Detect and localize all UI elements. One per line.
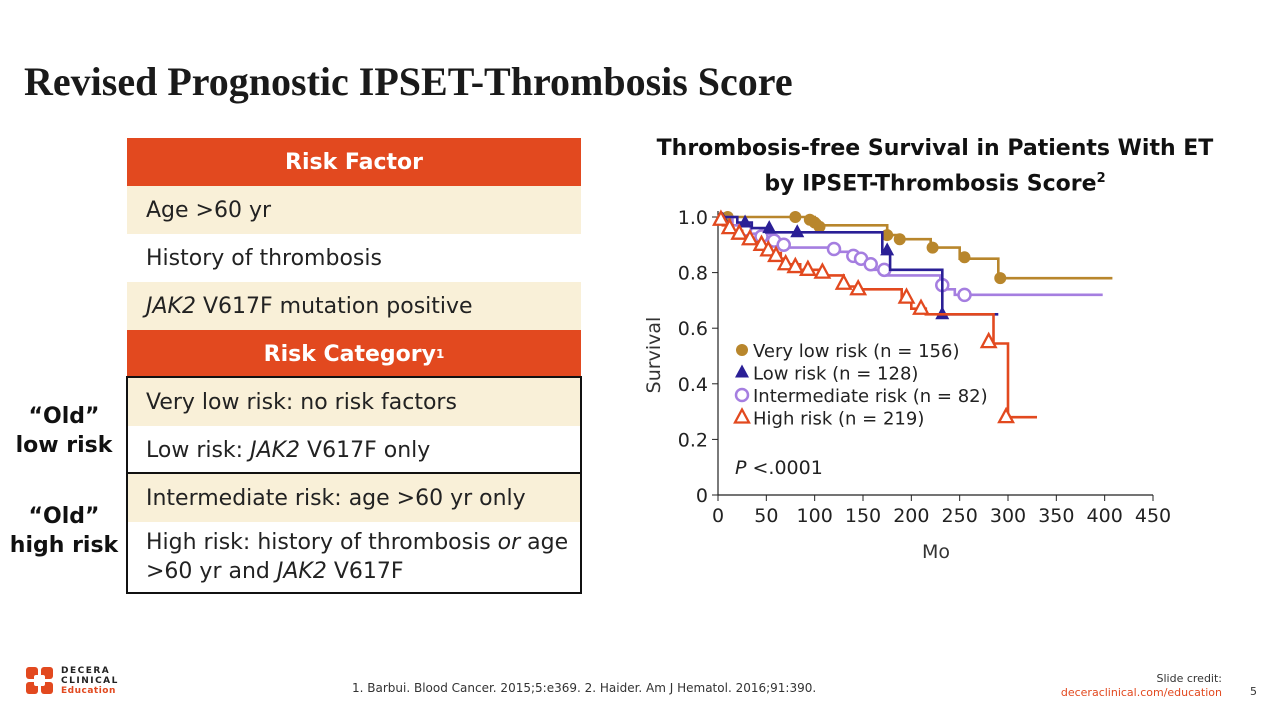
- marker-high-risk: [834, 273, 853, 290]
- chart-title-line2-wrap: by IPSET-Thrombosis Score2: [640, 164, 1230, 199]
- marker-high-risk: [798, 259, 817, 276]
- marker-low-risk: [762, 220, 777, 234]
- old-low-risk-label: “Old” low risk: [8, 402, 120, 460]
- chart-title: Thrombosis-free Survival in Patients Wit…: [640, 134, 1230, 199]
- x-tick-label: 50: [754, 505, 778, 527]
- marker-very-low-risk: [893, 233, 906, 246]
- p-value-annotation: P <.0001: [735, 457, 823, 479]
- logo-mark-icon: [26, 667, 54, 695]
- category-intermediate: Intermediate risk: age >60 yr only: [127, 474, 581, 522]
- old-low-line1: “Old”: [28, 404, 100, 429]
- marker-high-risk: [767, 245, 785, 263]
- legend-label-high-risk: High risk (n = 219): [753, 409, 924, 430]
- marker-high-risk: [786, 256, 805, 274]
- y-axis-label: Survival: [643, 317, 665, 394]
- marker-high-risk: [849, 278, 868, 296]
- risk-factor-jak2: JAK2 V617F mutation positive: [127, 282, 581, 330]
- marker-high-risk: [813, 262, 832, 279]
- category-low: Low risk: JAK2 V617F only: [127, 426, 581, 474]
- x-axis-label: Mo: [922, 541, 950, 563]
- category-low-text: Low risk: JAK2 V617F only: [146, 437, 431, 463]
- risk-factor-header: Risk Factor: [127, 138, 581, 186]
- risk-category-header-text: Risk Category: [263, 341, 436, 367]
- legend-marker-low-risk: [735, 364, 749, 378]
- y-tick-label: 1.0: [678, 207, 708, 229]
- risk-category-sup: 1: [436, 347, 445, 361]
- marker-high-risk: [912, 298, 930, 315]
- x-tick-label: 400: [1087, 505, 1123, 527]
- marker-very-low-risk: [881, 229, 894, 242]
- y-tick-label: 0.4: [678, 374, 708, 396]
- marker-intermediate-risk: [877, 262, 892, 278]
- old-low-line2: low risk: [15, 433, 113, 458]
- x-tick-label: 0: [712, 505, 724, 527]
- legend-label-intermediate-risk: Intermediate risk (n = 82): [753, 386, 988, 407]
- marker-intermediate-risk: [957, 287, 972, 303]
- marker-high-risk: [740, 228, 759, 246]
- old-high-risk-label: “Old” high risk: [8, 502, 120, 560]
- legend-marker-intermediate-risk: [734, 387, 750, 403]
- logo-text: DECERA CLINICAL Education: [61, 666, 119, 696]
- marker-low-risk: [738, 214, 753, 228]
- marker-high-risk: [776, 253, 795, 271]
- y-tick-label: 0.6: [678, 318, 708, 340]
- old-high-line1: “Old”: [28, 504, 100, 529]
- marker-low-risk: [790, 224, 805, 238]
- chart-title-line2: by IPSET-Thrombosis Score: [764, 171, 1097, 197]
- marker-high-risk: [759, 239, 778, 257]
- marker-high-risk: [720, 217, 739, 235]
- x-tick-label: 250: [942, 505, 978, 527]
- marker-very-low-risk: [789, 211, 802, 223]
- chart-title-line1: Thrombosis-free Survival in Patients Wit…: [656, 136, 1214, 161]
- page-title: Revised Prognostic IPSET-Thrombosis Scor…: [24, 59, 793, 104]
- series-line-low-risk: [718, 215, 999, 316]
- risk-factor-thrombosis: History of thrombosis: [127, 234, 581, 282]
- references: 1. Barbui. Blood Cancer. 2015;5:e369. 2.…: [352, 681, 817, 695]
- marker-high-risk: [730, 223, 749, 240]
- old-high-line2: high risk: [9, 533, 119, 558]
- page-number: 5: [1250, 685, 1257, 698]
- marker-high-risk: [897, 287, 916, 304]
- slide-credit: Slide credit: deceraclinical.com/educati…: [1061, 672, 1222, 700]
- legend-label-low-risk: Low risk (n = 128): [753, 364, 918, 385]
- logo-line3: Education: [61, 686, 116, 696]
- credit-url[interactable]: deceraclinical.com/education: [1060, 686, 1222, 699]
- marker-very-low-risk: [958, 251, 971, 264]
- legend-marker-very-low-risk: [736, 344, 748, 356]
- marker-intermediate-risk: [776, 237, 791, 253]
- decera-logo: DECERA CLINICAL Education: [26, 666, 119, 696]
- marker-very-low-risk: [926, 241, 939, 254]
- legend-marker-high-risk: [733, 407, 751, 424]
- category-very-low: Very low risk: no risk factors: [127, 378, 581, 426]
- credit-label: Slide credit:: [1156, 672, 1223, 685]
- x-tick-label: 150: [845, 505, 881, 527]
- y-tick-label: 0.2: [678, 429, 708, 451]
- marker-high-risk: [979, 331, 998, 349]
- logo-line1: DECERA: [61, 666, 111, 676]
- x-tick-label: 350: [1038, 505, 1074, 527]
- jak2-text: JAK2 V617F mutation positive: [146, 293, 473, 319]
- logo-line2: CLINICAL: [61, 676, 119, 686]
- category-high: High risk: history of thrombosis or age …: [127, 522, 581, 592]
- y-tick-label: 0.8: [678, 263, 708, 285]
- marker-very-low-risk: [994, 272, 1007, 285]
- marker-very-low-risk: [813, 220, 826, 233]
- chart-title-sup: 2: [1096, 171, 1106, 186]
- category-high-text: High risk: history of thrombosis or age …: [146, 530, 569, 584]
- y-tick-label: 0: [696, 485, 708, 507]
- marker-high-risk: [997, 406, 1015, 424]
- risk-factor-age: Age >60 yr: [127, 186, 581, 234]
- x-tick-label: 200: [893, 505, 929, 527]
- x-tick-label: 100: [797, 505, 833, 527]
- marker-low-risk: [935, 306, 950, 320]
- x-tick-label: 300: [990, 505, 1026, 527]
- marker-intermediate-risk: [826, 241, 842, 257]
- marker-low-risk: [880, 242, 895, 256]
- risk-category-header: Risk Category 1: [127, 330, 581, 378]
- marker-intermediate-risk: [863, 257, 878, 272]
- marker-high-risk: [711, 209, 730, 226]
- x-tick-label: 450: [1135, 505, 1171, 527]
- legend-label-very-low-risk: Very low risk (n = 156): [753, 341, 959, 362]
